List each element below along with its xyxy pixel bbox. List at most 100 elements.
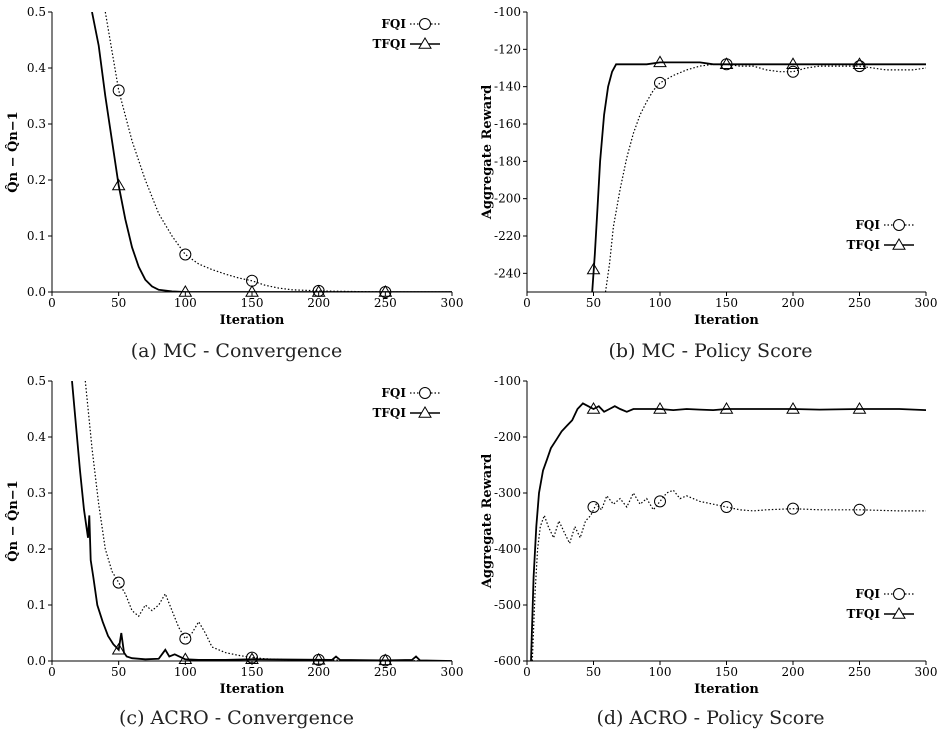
y-tick-label: 0.5 [27, 5, 46, 19]
series-line-fqi [531, 489, 926, 661]
y-tick-label: 0.1 [27, 598, 46, 612]
y-tick-label: 0.5 [27, 374, 46, 388]
x-axis-label: Iteration [220, 313, 285, 328]
marker-tfqi [786, 402, 800, 414]
x-tick-label: 0 [523, 296, 531, 310]
legend-label-fqi: FQI [381, 386, 406, 400]
y-axis-label: Aggregate Reward [480, 454, 495, 589]
legend-label-fqi: FQI [855, 587, 880, 601]
marker-tfqi [111, 178, 126, 191]
marker-tfqi [786, 57, 800, 69]
x-tick-label: 100 [174, 296, 197, 310]
chart-mc-policy-score: 0 50 100 150 200 250 300 -240 -220 -200 -180 -160 -1… [480, 5, 938, 328]
marker-tfqi [378, 285, 393, 297]
x-axis-label: Iteration [220, 682, 285, 697]
marker-fqi [246, 274, 258, 287]
series-line-tfqi [71, 381, 452, 661]
marker-fqi [787, 65, 799, 78]
marker-fqi [179, 632, 192, 645]
y-tick-label: -200 [494, 192, 521, 206]
x-tick-label: 300 [915, 296, 938, 310]
legend-label-tfqi: TFQI [846, 238, 880, 252]
y-tick-label: -240 [494, 266, 521, 280]
y-tick-label: 0.0 [27, 654, 46, 668]
marker-fqi [179, 248, 192, 261]
series-line-fqi [84, 381, 452, 661]
legend-marker-fqi [419, 387, 431, 399]
marker-tfqi [311, 285, 326, 297]
marker-tfqi [653, 55, 667, 68]
marker-tfqi [111, 642, 126, 655]
y-tick-label: 0.0 [27, 285, 46, 299]
legend-label-fqi: FQI [855, 218, 880, 232]
marker-tfqi [178, 285, 193, 297]
x-tick-label: 150 [715, 296, 738, 310]
marker-tfqi [719, 402, 734, 414]
y-axis-label: Q̂n − Q̂n−1 [5, 480, 21, 561]
x-tick-label: 150 [715, 665, 738, 679]
series-line-tfqi [530, 402, 926, 661]
marker-fqi [112, 84, 125, 97]
y-tick-label: -180 [494, 154, 521, 168]
x-tick-label: 200 [782, 665, 805, 679]
marker-fqi [853, 503, 866, 516]
y-tick-label: 0.3 [27, 117, 46, 131]
y-tick-label: -120 [494, 42, 521, 56]
legend-label-tfqi: TFQI [372, 406, 406, 420]
x-tick-label: 150 [241, 665, 264, 679]
legend-marker-fqi [893, 588, 905, 600]
legend-label-tfqi: TFQI [846, 607, 880, 621]
marker-fqi [654, 495, 666, 508]
marker-fqi [587, 501, 600, 513]
x-tick-label: 300 [441, 665, 464, 679]
chart-acro-convergence: 0 50 100 150 200 250 300 0.0 0.1 0.2 0.3 0.4 0.5 Iter… [5, 374, 464, 697]
x-tick-label: 200 [307, 665, 330, 679]
y-tick-label: -220 [494, 229, 521, 243]
y-tick-label: -300 [494, 486, 521, 500]
y-tick-label: 0.2 [27, 173, 46, 187]
x-tick-label: 250 [374, 665, 397, 679]
legend-marker-tfqi [418, 406, 432, 418]
x-tick-label: 250 [848, 296, 871, 310]
marker-fqi [112, 576, 125, 589]
x-tick-label: 200 [307, 296, 330, 310]
x-tick-label: 300 [441, 296, 464, 310]
series-line-tfqi [91, 12, 452, 292]
marker-fqi [853, 60, 866, 73]
marker-fqi [720, 501, 733, 513]
y-tick-label: -200 [494, 430, 521, 444]
x-tick-label: 150 [241, 296, 264, 310]
series-line-fqi [104, 12, 452, 292]
legend-marker-fqi [419, 18, 431, 30]
marker-tfqi [178, 652, 193, 665]
legend-label-tfqi: TFQI [372, 37, 406, 51]
caption-acro-convergence: (c) ACRO - Convergence [119, 707, 354, 729]
marker-fqi [654, 76, 666, 89]
y-tick-label: 0.1 [27, 229, 46, 243]
marker-fqi [787, 502, 799, 515]
y-tick-label: 0.4 [27, 61, 46, 75]
legend-marker-tfqi [892, 238, 906, 250]
marker-tfqi [653, 402, 667, 414]
chart-acro-policy-score: 0 50 100 150 200 250 300 -600 -500 -400 -300 -200 -1… [480, 374, 938, 697]
x-tick-label: 100 [649, 665, 672, 679]
x-tick-label: 50 [586, 296, 601, 310]
x-tick-label: 0 [48, 665, 56, 679]
y-tick-label: -100 [494, 374, 521, 388]
panel-mc-policy-score: 0 50 100 150 200 250 300 -240 -220 -200 -180 -160 -1… [474, 0, 947, 368]
y-axis-label: Aggregate Reward [480, 85, 495, 220]
x-tick-label: 50 [586, 665, 601, 679]
legend-marker-fqi [893, 219, 905, 231]
caption-mc-policy-score: (b) MC - Policy Score [608, 340, 813, 362]
panel-mc-convergence: 0 50 100 150 200 250 300 0.0 0.1 0.2 0.3 0.4 0.5 Iter… [0, 0, 473, 368]
panel-acro-convergence: 0 50 100 150 200 250 300 0.0 0.1 0.2 0.3 0.4 0.5 Iter… [0, 369, 473, 737]
legend-marker-tfqi [892, 607, 906, 619]
x-axis-label: Iteration [694, 313, 759, 328]
legend-label-fqi: FQI [381, 17, 406, 31]
x-axis-label: Iteration [694, 682, 759, 697]
x-tick-label: 300 [915, 665, 938, 679]
panel-acro-policy-score: 0 50 100 150 200 250 300 -600 -500 -400 -300 -200 -1… [474, 369, 947, 737]
x-tick-label: 100 [174, 665, 197, 679]
x-tick-label: 100 [649, 296, 672, 310]
marker-tfqi [852, 57, 867, 69]
